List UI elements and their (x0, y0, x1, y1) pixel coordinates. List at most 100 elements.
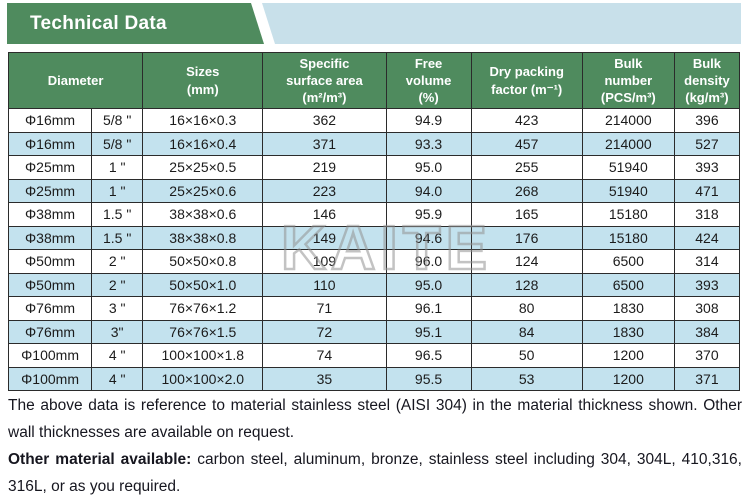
table-cell: 124 (470, 249, 583, 274)
table-cell: 318 (673, 202, 741, 227)
table-cell: 255 (470, 155, 583, 180)
table-cell: Φ100mm (7, 366, 93, 391)
table-cell: 96.5 (385, 343, 472, 368)
table-cell: Φ38mm (7, 225, 93, 250)
table-cell: 95.1 (385, 319, 472, 344)
table-row: Φ25mm 1 " 25×25×0.6 223 94.0 268 51940 471 (7, 178, 741, 203)
table-cell: 214000 (581, 108, 675, 133)
table-cell: 2 " (91, 272, 144, 297)
table-cell: 50×50×1.0 (142, 272, 264, 297)
table-cell: 219 (262, 155, 387, 180)
table-cell: 38×38×0.8 (142, 225, 264, 250)
col-header-bulk-density: Bulk density (kg/m³) (673, 52, 741, 109)
table-cell: 74 (262, 343, 387, 368)
table-cell: 76×76×1.2 (142, 296, 264, 321)
table-cell: 314 (673, 249, 741, 274)
col-header-specific-surface-area: Specific surface area (m²/m³) (262, 52, 387, 109)
table-cell: 25×25×0.5 (142, 155, 264, 180)
table-cell: 1 " (91, 178, 144, 203)
table-cell: 80 (470, 296, 583, 321)
table-row: Φ76mm 3 " 76×76×1.2 71 96.1 80 1830 308 (7, 296, 741, 321)
table-cell: 76×76×1.5 (142, 319, 264, 344)
table-cell: 424 (673, 225, 741, 250)
note-material-reference: The above data is reference to material … (8, 397, 742, 441)
col-header-sizes: Sizes (mm) (142, 52, 264, 109)
table-cell: 4 " (91, 343, 144, 368)
header-row: Diameter Sizes (mm) Specific surface are… (7, 52, 741, 109)
table-row: Φ16mm 5/8 " 16×16×0.3 362 94.9 423 214000 396 (7, 108, 741, 133)
table-cell: 423 (470, 108, 583, 133)
table-cell: 6500 (581, 272, 675, 297)
technical-data-table: Diameter Sizes (mm) Specific surface are… (7, 52, 741, 391)
table-cell: 94.9 (385, 108, 472, 133)
table-cell: 393 (673, 272, 741, 297)
table-cell: 1830 (581, 319, 675, 344)
banner-green-stripe (7, 3, 264, 44)
note-other-materials: Other material available: carbon steel, … (8, 447, 742, 500)
table-cell: 50×50×0.8 (142, 249, 264, 274)
table-cell: 268 (470, 178, 583, 203)
table-cell: 16×16×0.3 (142, 108, 264, 133)
table-cell: 16×16×0.4 (142, 131, 264, 156)
banner-blue-stripe (262, 3, 741, 44)
table-cell: Φ25mm (7, 178, 93, 203)
table-cell: 223 (262, 178, 387, 203)
table-cell: 471 (673, 178, 741, 203)
table-cell: 72 (262, 319, 387, 344)
table-row: Φ50mm 2 " 50×50×1.0 110 95.0 128 6500 393 (7, 272, 741, 297)
table-cell: 5/8 " (91, 108, 144, 133)
table-header: Diameter Sizes (mm) Specific surface are… (7, 52, 741, 109)
table-cell: 110 (262, 272, 387, 297)
table-cell: 149 (262, 225, 387, 250)
page-title: Technical Data (30, 12, 167, 34)
table-cell: 50 (470, 343, 583, 368)
table-cell: 84 (470, 319, 583, 344)
table-cell: 25×25×0.6 (142, 178, 264, 203)
table-body: Φ16mm 5/8 " 16×16×0.3 362 94.9 423 214000 396 Φ1… (7, 108, 741, 391)
table-cell: Φ25mm (7, 155, 93, 180)
table-cell: 1.5 " (91, 225, 144, 250)
col-header-free-volume: Free volume (%) (385, 52, 472, 109)
table-cell: 96.0 (385, 249, 472, 274)
table-cell: 128 (470, 272, 583, 297)
table-cell: 6500 (581, 249, 675, 274)
table-cell: Φ50mm (7, 249, 93, 274)
table-cell: 96.1 (385, 296, 472, 321)
table-cell: 457 (470, 131, 583, 156)
table-cell: 1200 (581, 366, 675, 391)
table-cell: Φ50mm (7, 272, 93, 297)
table-cell: 371 (673, 366, 741, 391)
col-header-dry-packing-factor: Dry packing factor (m⁻¹) (470, 52, 583, 109)
note-other-materials-label: Other material available: (8, 451, 192, 468)
table-cell: 165 (470, 202, 583, 227)
table-row: Φ25mm 1 " 25×25×0.5 219 95.0 255 51940 393 (7, 155, 741, 180)
table-cell: Φ16mm (7, 108, 93, 133)
table-cell: 38×38×0.6 (142, 202, 264, 227)
table-cell: 527 (673, 131, 741, 156)
table-cell: Φ76mm (7, 319, 93, 344)
table-cell: 1830 (581, 296, 675, 321)
table-cell: 5/8 " (91, 131, 144, 156)
table-row: Φ16mm 5/8 " 16×16×0.4 371 93.3 457 214000 527 (7, 131, 741, 156)
table-cell: 214000 (581, 131, 675, 156)
table-cell: 71 (262, 296, 387, 321)
table-cell: 95.0 (385, 155, 472, 180)
table-cell: 51940 (581, 155, 675, 180)
table-cell: Φ38mm (7, 202, 93, 227)
table-cell: 35 (262, 366, 387, 391)
table-cell: 95.0 (385, 272, 472, 297)
table-cell: 176 (470, 225, 583, 250)
table-cell: Φ100mm (7, 343, 93, 368)
table-cell: 396 (673, 108, 741, 133)
table-cell: 95.9 (385, 202, 472, 227)
table-cell: 362 (262, 108, 387, 133)
col-header-diameter: Diameter (7, 52, 144, 109)
table-cell: 100×100×2.0 (142, 366, 264, 391)
table-cell: 93.3 (385, 131, 472, 156)
table-cell: 1.5 " (91, 202, 144, 227)
table-cell: 1200 (581, 343, 675, 368)
table-cell: 51940 (581, 178, 675, 203)
table-row: Φ50mm 2 " 50×50×0.8 109 96.0 124 6500 314 (7, 249, 741, 274)
table-cell: 95.5 (385, 366, 472, 391)
table-cell: 1 " (91, 155, 144, 180)
